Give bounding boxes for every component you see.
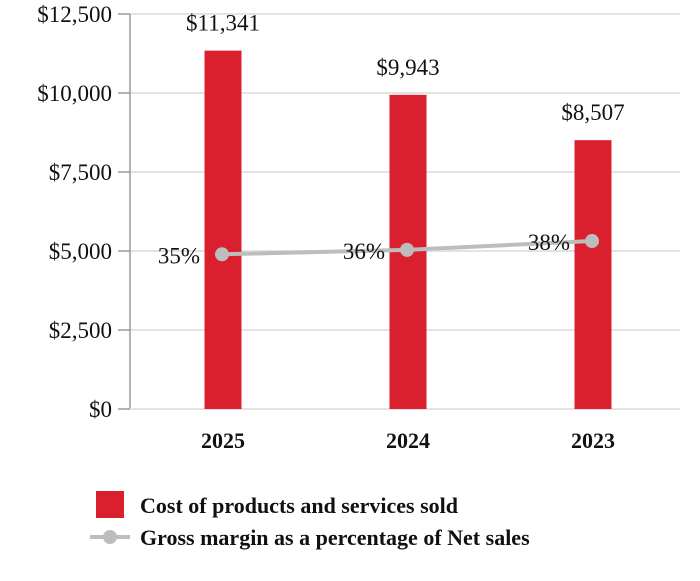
line-data-label: 38% xyxy=(528,230,570,255)
bar-data-label: $11,341 xyxy=(186,11,260,36)
x-tick-label: 2025 xyxy=(201,428,245,453)
gross-margin-point xyxy=(215,247,229,262)
legend-bar-swatch xyxy=(96,491,124,518)
legend-label-line: Gross margin as a percentage of Net sale… xyxy=(140,525,530,550)
bar-2023 xyxy=(574,140,612,409)
line-data-label: 36% xyxy=(343,239,385,264)
y-tick-label: $12,500 xyxy=(37,2,112,27)
y-tick-label: $5,000 xyxy=(49,239,112,264)
y-tick-label: $10,000 xyxy=(37,81,112,106)
legend-line-marker xyxy=(103,530,117,544)
y-tick-label: $0 xyxy=(89,397,112,422)
bar-data-label: $8,507 xyxy=(561,100,624,125)
x-tick-label: 2024 xyxy=(386,428,430,453)
y-tick-label: $2,500 xyxy=(49,318,112,343)
bar-2025 xyxy=(204,50,242,410)
line-data-label: 35% xyxy=(158,243,200,268)
legend-label-bar: Cost of products and services sold xyxy=(140,493,458,518)
gross-margin-point xyxy=(400,242,414,257)
x-tick-label: 2023 xyxy=(571,428,615,453)
gross-margin-point xyxy=(585,234,599,249)
bar-data-label: $9,943 xyxy=(376,55,439,80)
y-tick-label: $7,500 xyxy=(49,160,112,185)
